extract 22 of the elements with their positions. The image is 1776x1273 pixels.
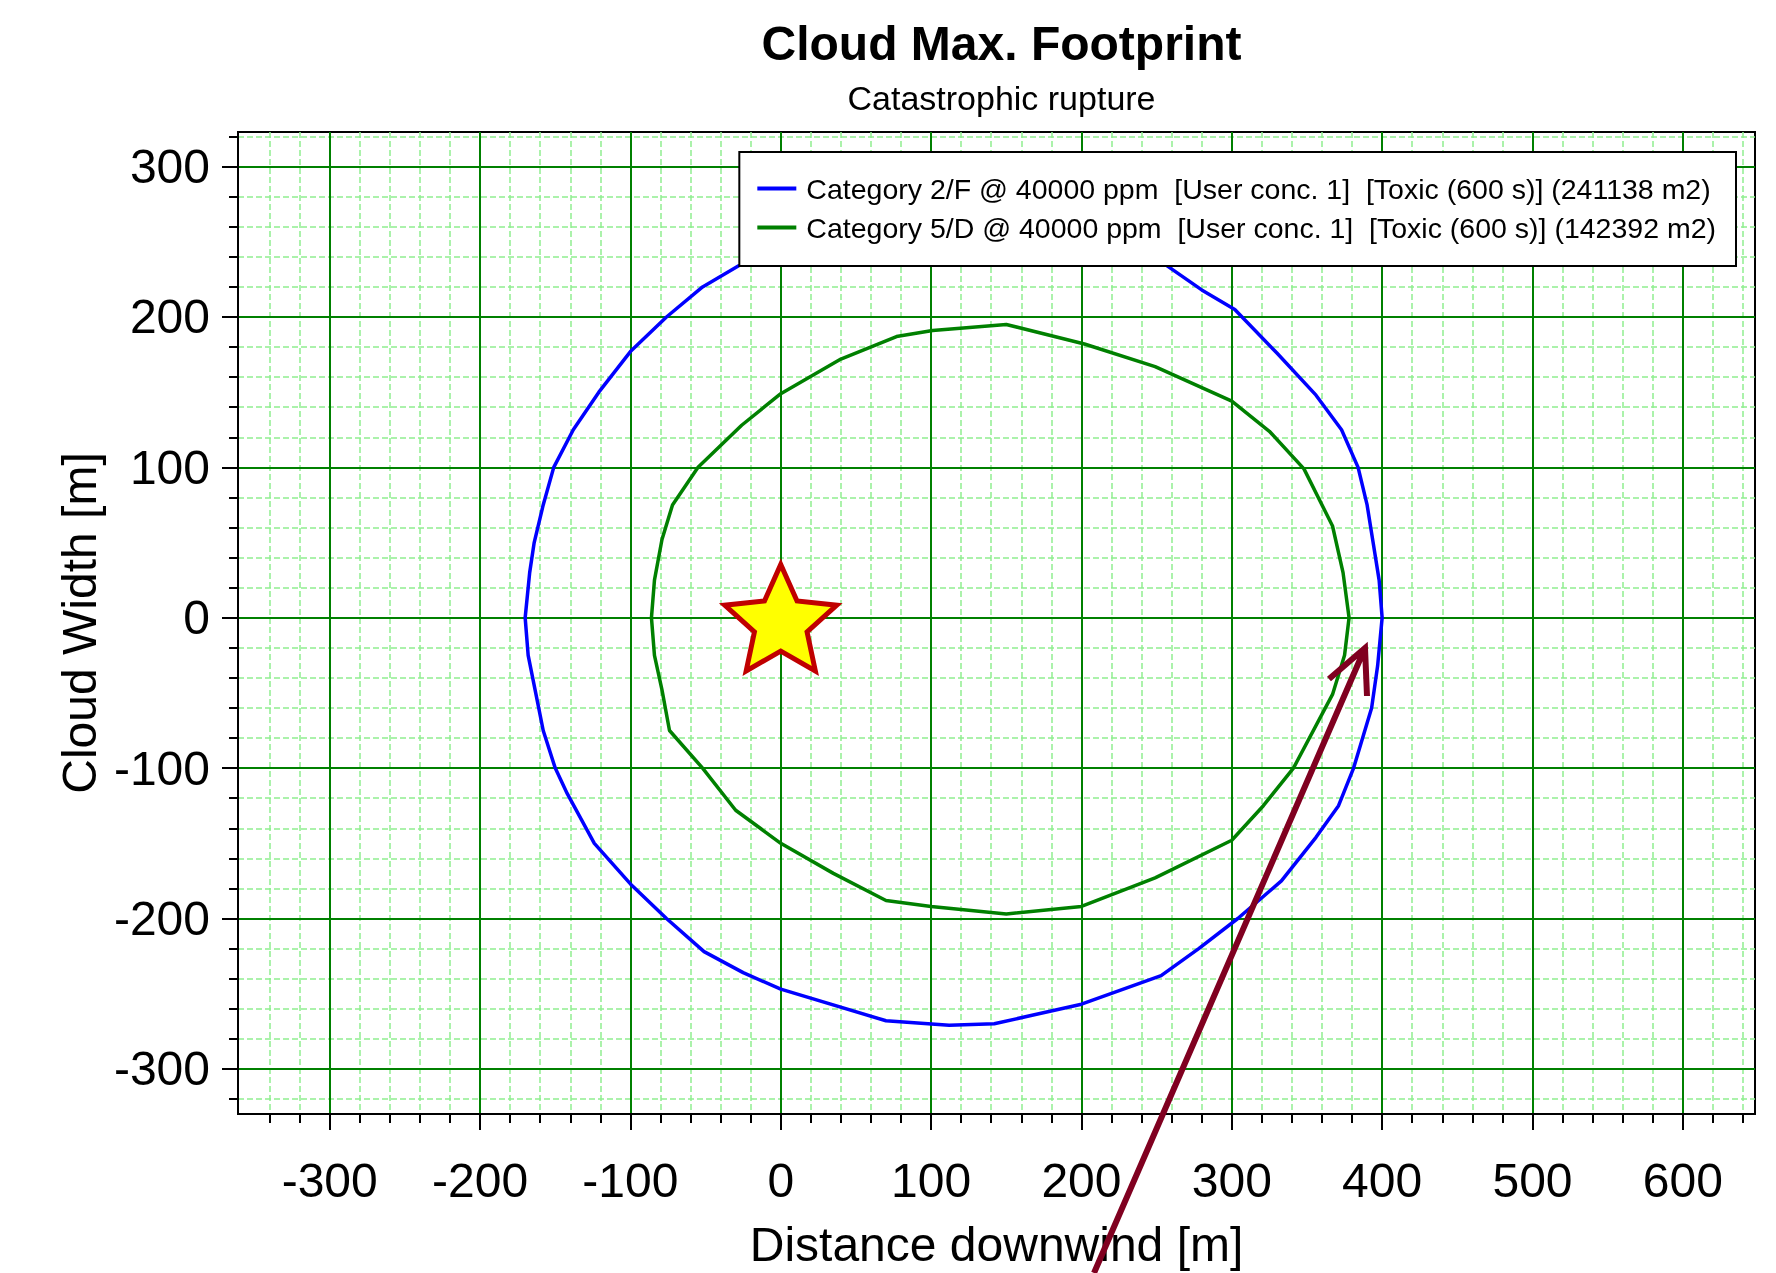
y-tick-label: 200 [129, 290, 210, 344]
y-tick-label: -300 [113, 1042, 210, 1096]
x-tick-label: -200 [432, 1153, 529, 1207]
chart-subtitle: Catastrophic rupture [847, 79, 1156, 117]
x-tick-label: 200 [1041, 1153, 1122, 1207]
x-tick-label: -300 [281, 1153, 378, 1207]
y-axis-title: Cloud Width [m] [52, 452, 106, 794]
x-tick-label: 600 [1642, 1153, 1723, 1207]
x-tick-label: 0 [767, 1153, 795, 1207]
legend-label: Category 2/F @ 40000 ppm [User conc. 1] [Toxic (600 s)] (241138 m2) [806, 172, 1711, 205]
x-tick-label: 300 [1191, 1153, 1272, 1207]
x-tick-label: 100 [891, 1153, 972, 1207]
x-tick-label: 500 [1492, 1153, 1573, 1207]
legend-label: Category 5/D @ 40000 ppm [User conc. 1] [Toxic (600 s)] (142392 m2) [806, 211, 1717, 244]
y-tick-label: 0 [183, 591, 210, 645]
x-tick-label: 400 [1342, 1153, 1423, 1207]
chart-title: Cloud Max. Footprint [761, 16, 1242, 70]
x-tick-label: -100 [582, 1153, 679, 1207]
y-tick-label: -200 [113, 892, 210, 945]
y-tick-label: -100 [113, 741, 210, 795]
y-tick-label: 300 [129, 140, 210, 194]
y-tick-label: 100 [129, 440, 210, 494]
